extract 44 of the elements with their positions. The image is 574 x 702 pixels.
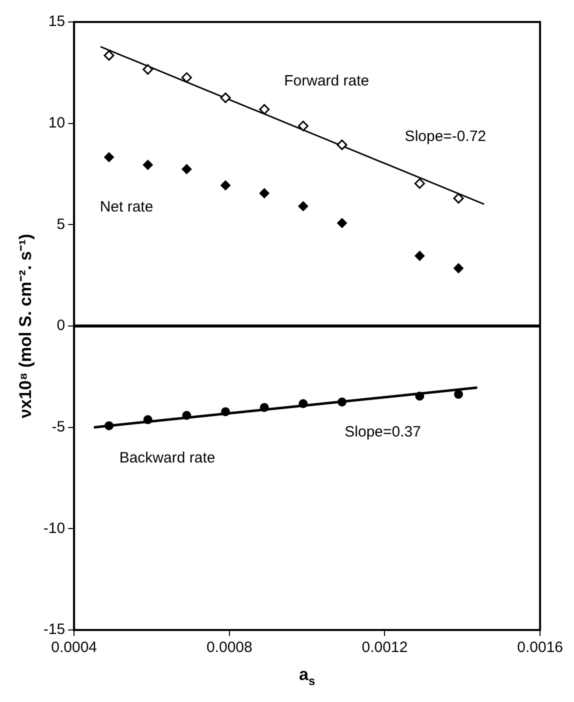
y-axis-title: νx10⁸ (mol S. cm⁻². s⁻¹) [16,234,35,418]
series-label: Backward rate [119,450,216,467]
point [453,193,464,204]
y-tick-label: 5 [56,216,66,233]
point [104,50,114,61]
point [182,410,192,420]
point [454,390,464,399]
annotation: Slope=0.37 [344,424,421,441]
point [338,398,347,406]
y-tick-label: -5 [52,418,66,436]
point [221,407,230,416]
series-label: Net rate [100,198,154,216]
point [415,392,424,401]
point [454,263,464,274]
point [414,250,425,261]
y-tick-label: 0 [56,317,66,334]
point [259,104,270,115]
y-tick-label: 10 [48,114,66,132]
point [181,72,192,83]
y-tick-label: -10 [43,520,66,537]
point [220,180,231,190]
point [298,120,308,132]
y-tick-label: 15 [48,13,66,30]
point [142,160,153,170]
point [182,164,192,174]
point [298,399,308,408]
point [298,201,308,212]
point [260,402,269,412]
x-tick-label: 0.0016 [517,639,564,656]
annotation: Slope=-0.72 [404,128,486,146]
point [220,92,231,104]
point [336,140,348,150]
series-label: Forward rate [284,72,370,90]
point [104,421,114,430]
x-tick-label: 0.0008 [206,639,252,656]
point [142,64,154,75]
point [337,218,348,228]
point [104,152,114,162]
point [414,178,425,189]
x-tick-label: 0.0004 [51,639,98,656]
point [143,415,152,424]
y-tick-label: -15 [43,621,66,638]
point [259,188,270,198]
x-tick-label: 0.0012 [362,639,408,656]
